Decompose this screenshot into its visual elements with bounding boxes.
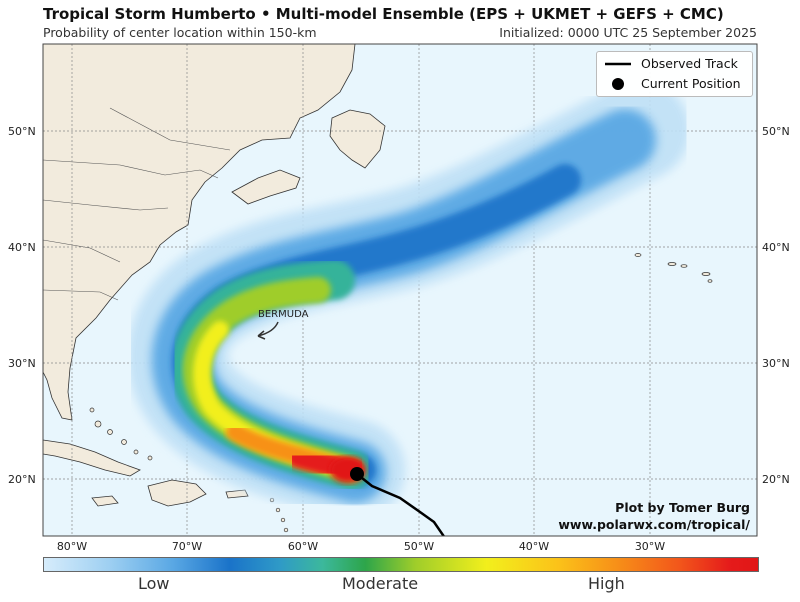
legend-label-current-position: Current Position bbox=[641, 76, 741, 91]
probability-swath bbox=[127, 80, 690, 520]
map-frame bbox=[42, 43, 758, 537]
bermuda-label: BERMUDA bbox=[258, 309, 309, 320]
chart-subtitle: Probability of center location within 15… bbox=[43, 25, 317, 40]
track-line-icon bbox=[605, 62, 631, 66]
land-azores bbox=[634, 253, 713, 283]
lon-tick: 50°W bbox=[404, 540, 434, 553]
colorbar-label-high: High bbox=[588, 574, 625, 593]
colorbar-label-moderate: Moderate bbox=[342, 574, 419, 593]
position-dot-icon bbox=[612, 78, 624, 90]
land-bahamas bbox=[89, 407, 153, 461]
chart-title: Tropical Storm Humberto • Multi-model En… bbox=[43, 5, 724, 23]
bermuda-arrow bbox=[257, 321, 279, 340]
legend-item-observed-track: Observed Track bbox=[597, 54, 752, 74]
borders bbox=[43, 107, 231, 301]
lat-tick: 50°N bbox=[8, 125, 36, 138]
lat-labels-right: 50°N 40°N 30°N 20°N bbox=[762, 125, 790, 486]
lat-tick: 40°N bbox=[762, 241, 790, 254]
land-newfoundland bbox=[329, 109, 386, 169]
lon-tick: 70°W bbox=[172, 540, 202, 553]
map-legend: Observed Track Current Position bbox=[596, 51, 753, 97]
lon-tick: 80°W bbox=[57, 540, 87, 553]
lat-tick: 30°N bbox=[762, 357, 790, 370]
lat-tick: 50°N bbox=[762, 125, 790, 138]
legend-item-current-position: Current Position bbox=[597, 74, 752, 94]
land-jamaica bbox=[91, 495, 119, 507]
colorbar-label-low: Low bbox=[138, 574, 170, 593]
lon-tick: 40°W bbox=[519, 540, 549, 553]
lat-tick: 20°N bbox=[762, 473, 790, 486]
lon-tick: 30°W bbox=[635, 540, 665, 553]
land-cuba bbox=[43, 439, 141, 477]
lat-labels-left: 50°N 40°N 30°N 20°N bbox=[8, 125, 36, 486]
initialized-time: Initialized: 0000 UTC 25 September 2025 bbox=[499, 25, 757, 40]
land-nova-scotia bbox=[231, 169, 301, 205]
lon-tick: 60°W bbox=[288, 540, 318, 553]
lat-tick: 40°N bbox=[8, 241, 36, 254]
credit-author: Plot by Tomer Burg bbox=[615, 500, 750, 515]
land-hispaniola bbox=[147, 479, 207, 507]
legend-label-observed-track: Observed Track bbox=[641, 56, 738, 71]
lat-tick: 30°N bbox=[8, 357, 36, 370]
lat-tick: 20°N bbox=[8, 473, 36, 486]
probability-colorbar bbox=[43, 557, 759, 572]
credit-url: www.polarwx.com/tropical/ bbox=[558, 517, 750, 532]
observed-track bbox=[356, 473, 446, 536]
current-position-marker bbox=[350, 467, 364, 481]
land-north-america bbox=[43, 44, 356, 421]
lon-labels: 80°W 70°W 60°W 50°W 40°W 30°W bbox=[57, 540, 665, 553]
land-puerto-rico bbox=[225, 489, 249, 499]
land-lesser-antilles bbox=[269, 497, 289, 533]
